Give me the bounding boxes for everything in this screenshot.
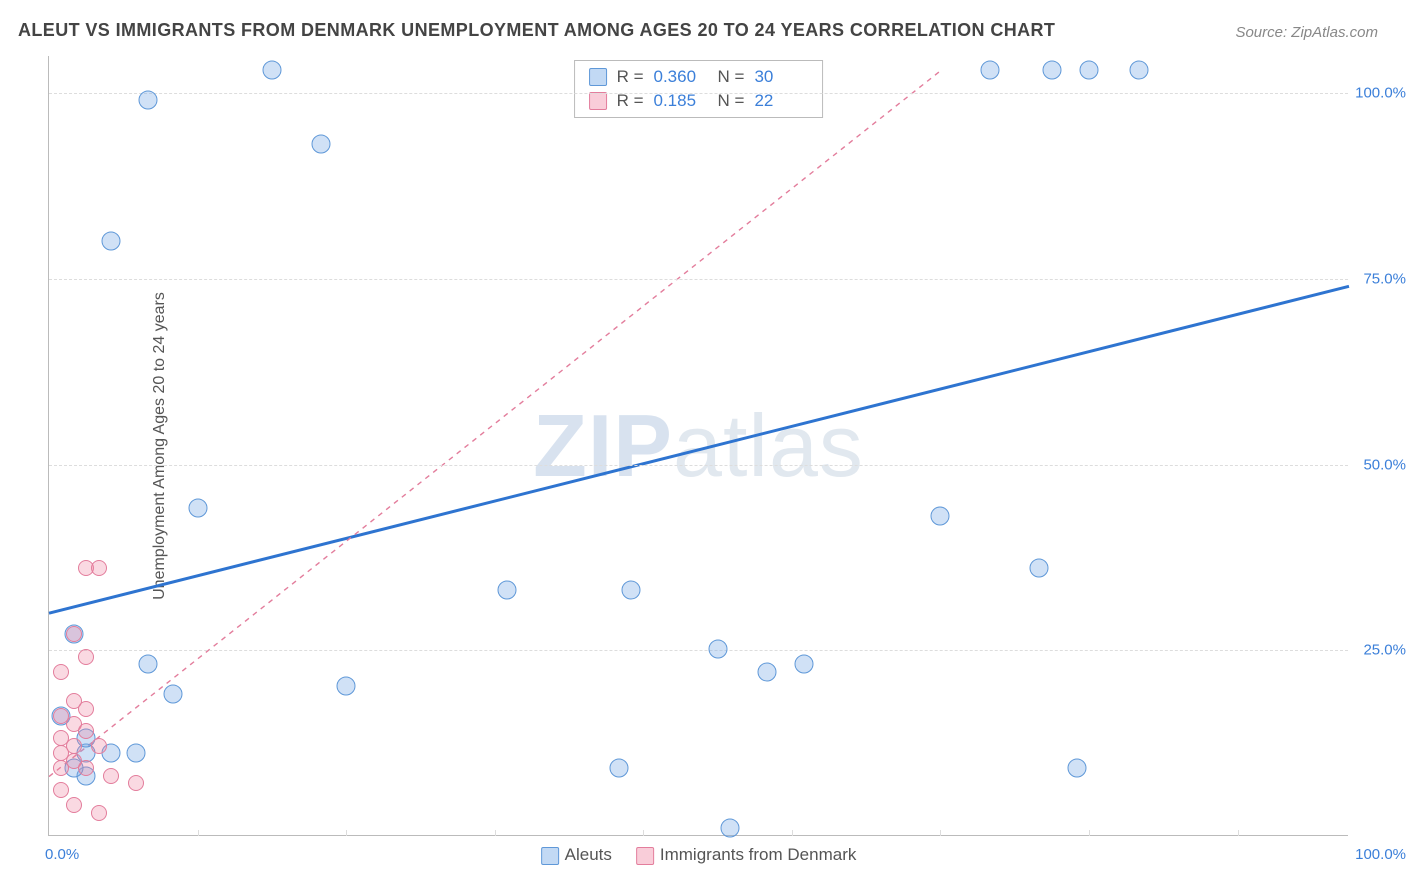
swatch-pink-icon: [589, 92, 607, 110]
data-point: [126, 744, 145, 763]
trend-lines: [49, 56, 1348, 835]
source-label: Source: ZipAtlas.com: [1235, 24, 1378, 41]
data-point: [66, 797, 82, 813]
data-point: [53, 782, 69, 798]
swatch-pink-icon: [636, 847, 654, 865]
legend-item-aleuts: Aleuts: [541, 845, 612, 865]
data-point: [188, 499, 207, 518]
legend-correlation: R = 0.360 N = 30 R = 0.185 N = 22: [574, 60, 824, 118]
y-tick-label: 25.0%: [1350, 642, 1406, 659]
legend-label-aleuts: Aleuts: [565, 845, 612, 864]
x-tick-mark: [643, 830, 644, 836]
data-point: [609, 759, 628, 778]
trendline-aleuts: [49, 286, 1349, 613]
x-tick-min: 0.0%: [45, 846, 79, 863]
x-tick-mark: [1089, 830, 1090, 836]
legend-N-label: N =: [718, 65, 745, 89]
data-point: [1080, 60, 1099, 79]
data-point: [78, 649, 94, 665]
legend-item-denmark: Immigrants from Denmark: [636, 845, 856, 865]
data-point: [91, 805, 107, 821]
legend-row-aleuts: R = 0.360 N = 30: [589, 65, 809, 89]
y-tick-label: 100.0%: [1350, 85, 1406, 102]
data-point: [1129, 60, 1148, 79]
data-point: [78, 701, 94, 717]
data-point: [980, 60, 999, 79]
chart-title: ALEUT VS IMMIGRANTS FROM DENMARK UNEMPLO…: [18, 20, 1055, 41]
data-point: [66, 626, 82, 642]
swatch-blue-icon: [541, 847, 559, 865]
data-point: [128, 775, 144, 791]
x-tick-mark: [495, 830, 496, 836]
data-point: [139, 655, 158, 674]
data-point: [337, 677, 356, 696]
data-point: [795, 655, 814, 674]
x-tick-mark: [198, 830, 199, 836]
data-point: [262, 60, 281, 79]
x-tick-mark: [792, 830, 793, 836]
gridline-h: [49, 650, 1348, 651]
data-point: [101, 231, 120, 250]
data-point: [720, 818, 739, 837]
legend-label-denmark: Immigrants from Denmark: [660, 845, 856, 864]
data-point: [78, 760, 94, 776]
data-point: [91, 738, 107, 754]
data-point: [1067, 759, 1086, 778]
data-point: [91, 560, 107, 576]
data-point: [103, 768, 119, 784]
data-point: [53, 664, 69, 680]
legend-N-aleuts: 30: [754, 65, 808, 89]
data-point: [758, 662, 777, 681]
data-point: [53, 760, 69, 776]
data-point: [139, 90, 158, 109]
data-point: [1042, 60, 1061, 79]
data-point: [621, 580, 640, 599]
data-point: [931, 506, 950, 525]
legend-R-label: R =: [617, 65, 644, 89]
legend-series: Aleuts Immigrants from Denmark: [541, 845, 857, 865]
x-tick-mark: [1238, 830, 1239, 836]
y-tick-label: 75.0%: [1350, 270, 1406, 287]
plot-area: ZIPatlas R = 0.360 N = 30 R = 0.185 N = …: [48, 56, 1348, 836]
x-tick-mark: [940, 830, 941, 836]
y-tick-label: 50.0%: [1350, 456, 1406, 473]
swatch-blue-icon: [589, 68, 607, 86]
x-tick-mark: [346, 830, 347, 836]
x-tick-max: 100.0%: [1355, 846, 1406, 863]
legend-R-aleuts: 0.360: [654, 65, 708, 89]
data-point: [1030, 558, 1049, 577]
data-point: [312, 135, 331, 154]
gridline-h: [49, 279, 1348, 280]
gridline-h: [49, 93, 1348, 94]
data-point: [708, 640, 727, 659]
data-point: [498, 580, 517, 599]
gridline-h: [49, 465, 1348, 466]
data-point: [163, 684, 182, 703]
data-point: [78, 723, 94, 739]
